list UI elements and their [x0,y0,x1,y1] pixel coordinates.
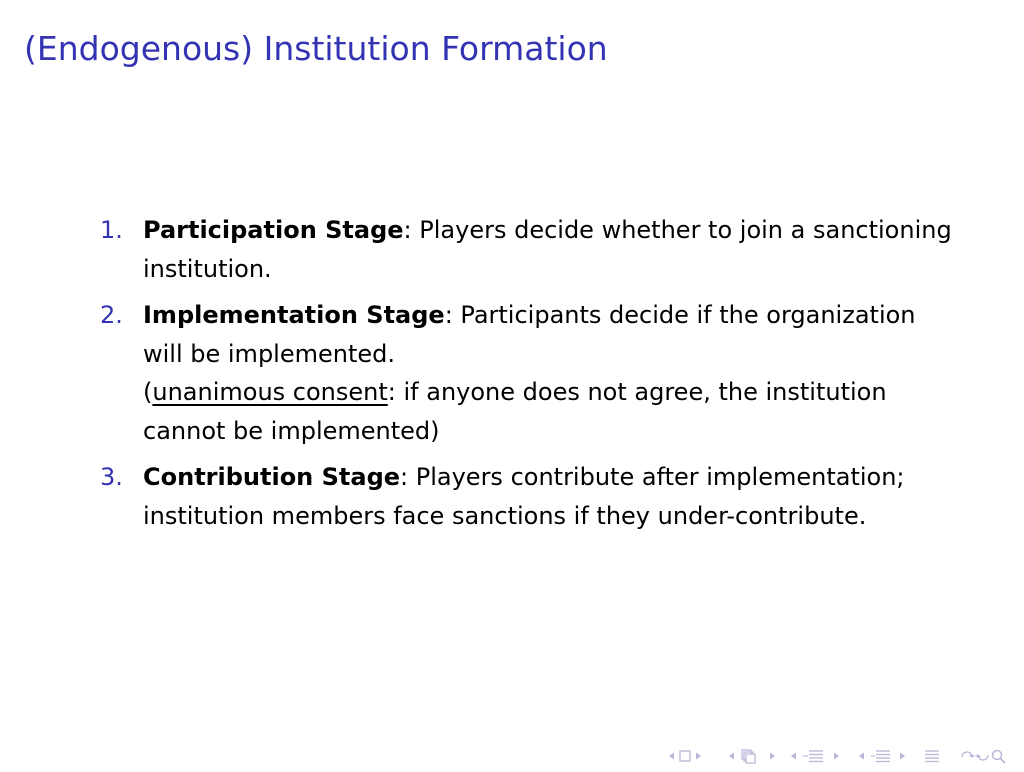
item-number: 3. [100,463,123,491]
frame-icon[interactable] [725,748,781,764]
stage-name: Contribution Stage [143,463,401,491]
unanimous-consent-term: unanimous consent [152,378,388,406]
consent-note: (unanimous consent: if anyone does not a… [143,373,960,450]
stage-description: : Players contribute after implementatio… [143,463,905,530]
first-slide-icon[interactable] [663,748,707,764]
list-item-implementation-stage: 2. Implementation Stage: Participants de… [100,296,960,450]
stage-description: : Players decide whether to join a sanct… [143,216,952,283]
item-number: 2. [100,301,123,329]
list-item-contribution-stage: 3. Contribution Stage: Players contribut… [100,458,960,535]
stage-name: Participation Stage [143,216,404,244]
search-icon[interactable] [959,748,1009,764]
frame-title: (Endogenous) Institution Formation [24,29,608,68]
list-item-participation-stage: 1. Participation Stage: Players decide w… [100,211,960,288]
section-icon[interactable] [855,748,913,764]
stage-list: 1. Participation Stage: Players decide w… [100,211,960,543]
presentation-icon[interactable] [923,748,941,764]
note-text: : if anyone does not agree, the institut… [143,378,887,445]
subsection-icon[interactable] [787,748,847,764]
stage-name: Implementation Stage [143,301,445,329]
stage-description: : Participants decide if the organizatio… [143,301,916,368]
note-open-paren: ( [143,378,153,406]
navigation-bar [663,748,1015,764]
item-number: 1. [100,216,123,244]
